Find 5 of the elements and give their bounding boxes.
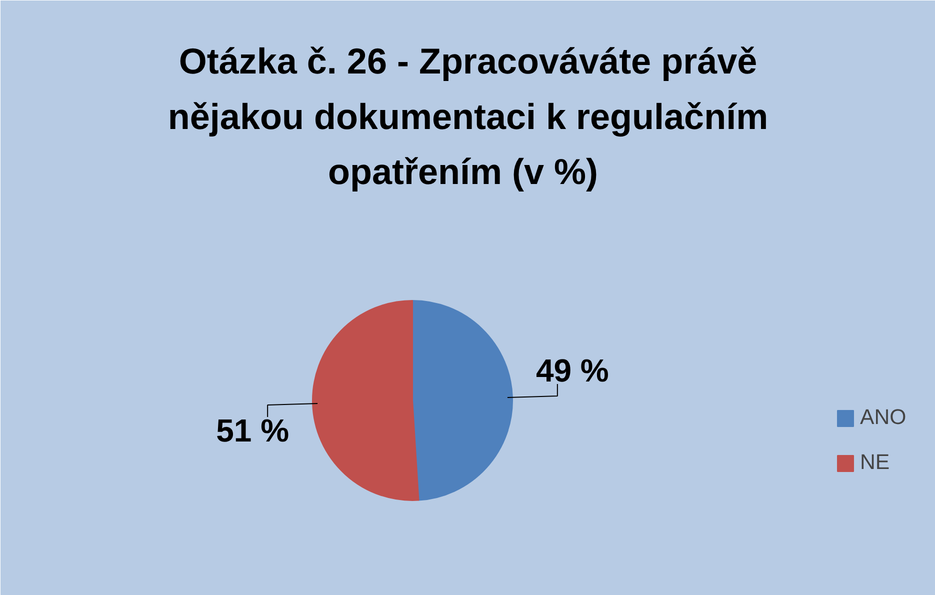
data-label: 51 % [216,412,290,449]
chart-title: Otázka č. 26 - Zpracováváte právě nějakou dokumentaci k regulačním opatřením (v %) [168,40,768,192]
data-label: 49 % [536,352,609,388]
legend-label: ANO [860,405,906,430]
legend-label: NE [860,450,890,475]
